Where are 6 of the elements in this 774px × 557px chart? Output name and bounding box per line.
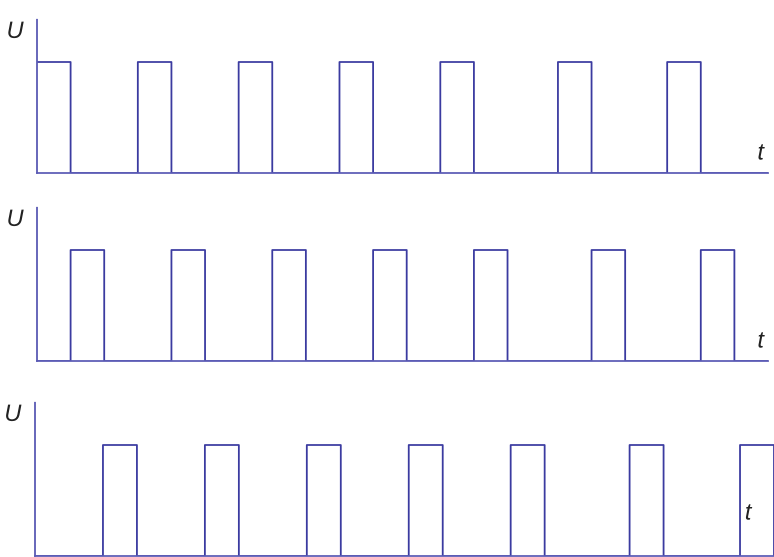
x-axis-title: t [758,332,765,348]
x-axis-title: t [758,144,765,160]
y-axis-title: U [8,210,24,226]
x-axis-title: t [746,504,752,520]
y-axis-title: U [8,22,24,38]
y-axis-title: U [6,404,22,422]
